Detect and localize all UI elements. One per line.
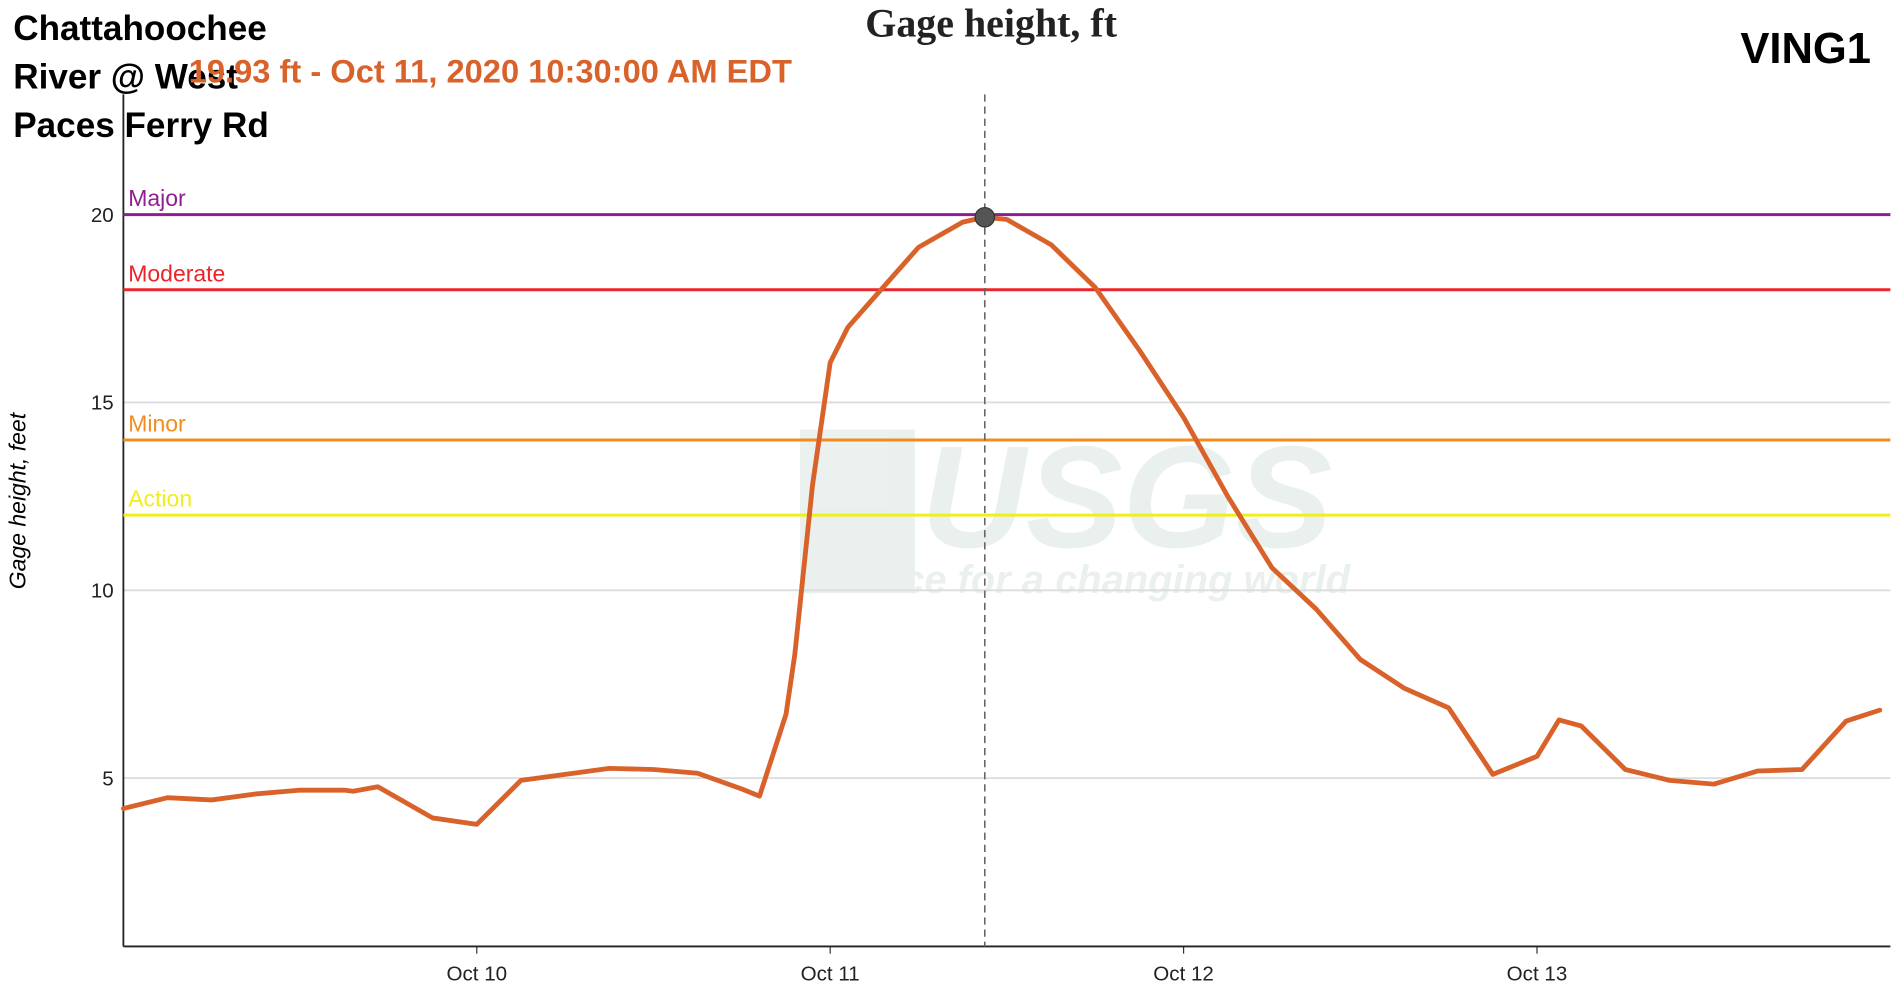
threshold-label: Minor [128,411,186,437]
hover-readout: 19.93 ft - Oct 11, 2020 10:30:00 AM EDT [189,52,792,89]
y-axis-label: Gage height, feet [4,411,30,589]
hover-point [974,206,996,228]
y-tick-label: 5 [102,767,113,790]
station-box: Chattahoochee River @ West Paces Ferry R… [13,9,269,146]
site-id: VING1 [1740,25,1871,73]
watermark: USGS science for a changing world [799,416,1352,602]
watermark-logo-block [799,429,915,594]
y-tick-label: 20 [91,204,114,227]
x-tick-label: Oct 13 [1507,962,1568,985]
y-tick-label: 10 [91,580,114,603]
threshold-label: Major [128,185,186,211]
station-name: Chattahoochee River @ West Paces Ferry R… [13,9,269,146]
chart-title: Gage height, ft [865,0,1117,45]
threshold-label: Action [128,486,192,512]
x-tick-label: Oct 12 [1153,962,1214,985]
x-tick-label: Oct 11 [801,962,860,985]
y-tick-label: 15 [91,392,114,415]
watermark-tagline: science for a changing world [800,558,1352,602]
threshold-label: Moderate [128,260,225,286]
series-line [120,214,1883,827]
x-tick-label: Oct 10 [446,962,507,985]
